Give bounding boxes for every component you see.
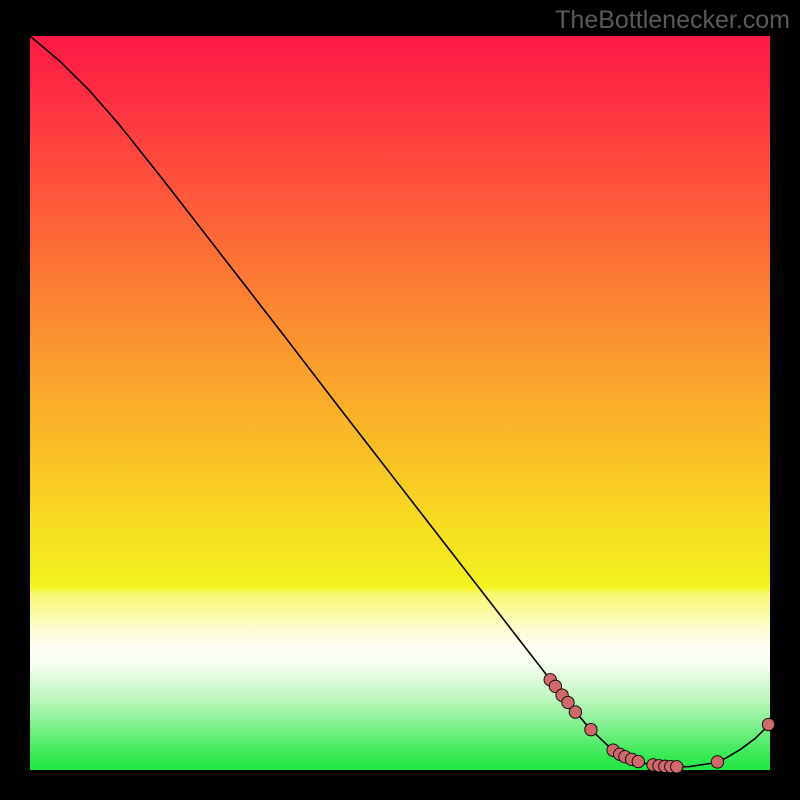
data-marker [711,756,723,768]
data-marker [671,761,683,773]
bottleneck-chart: TheBottlenecker.com [0,0,800,800]
data-marker [762,718,774,730]
data-marker [632,755,644,767]
data-marker [585,723,597,735]
watermark-text: TheBottlenecker.com [555,6,790,35]
data-marker [569,706,581,718]
plot-background [30,36,770,770]
chart-svg [0,0,800,800]
